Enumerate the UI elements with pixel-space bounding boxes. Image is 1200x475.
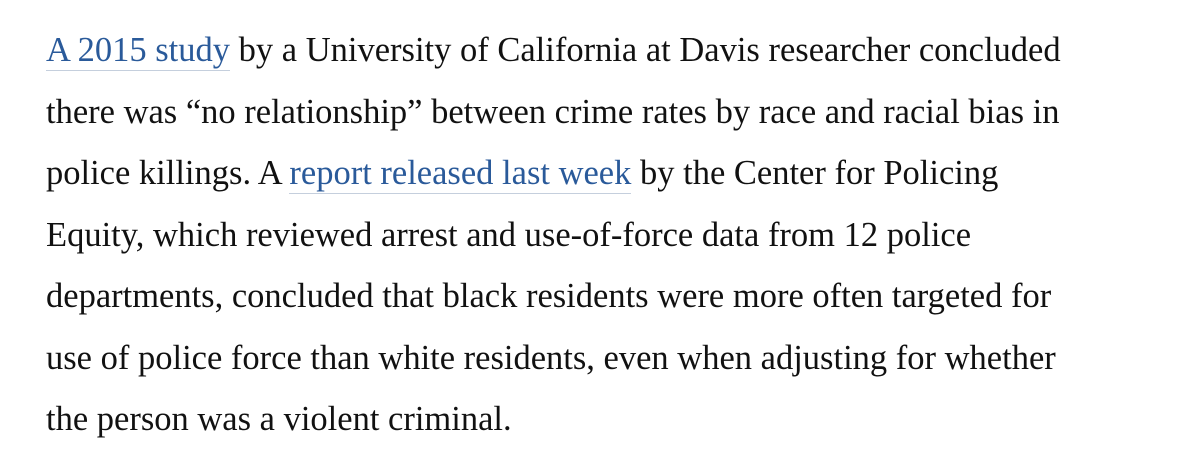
line-3-text-after: by the Center for Policing <box>631 154 999 192</box>
paragraph-line-6: use of police force than white residents… <box>46 338 1056 377</box>
paragraph-line-7: the person was a violent criminal. <box>46 400 512 438</box>
paragraph-line-3: police killings. A report released last … <box>46 143 1176 205</box>
line-3-text-before: police killings. A <box>46 154 290 192</box>
paragraph-line-5: departments, concluded that black reside… <box>46 277 1052 315</box>
line-1-text: by a University of California at Davis r… <box>230 31 1061 69</box>
paragraph-line-4: Equity, which reviewed arrest and use-of… <box>46 215 972 254</box>
article-paragraph: A 2015 study by a University of Californ… <box>46 20 1176 451</box>
paragraph-line-2: there was “no relationship” between crim… <box>46 92 1060 131</box>
study-2015-link[interactable]: A 2015 study <box>46 31 231 71</box>
report-released-link[interactable]: report released last week <box>289 154 632 194</box>
paragraph-line-1: A 2015 study by a University of Californ… <box>46 20 1176 82</box>
